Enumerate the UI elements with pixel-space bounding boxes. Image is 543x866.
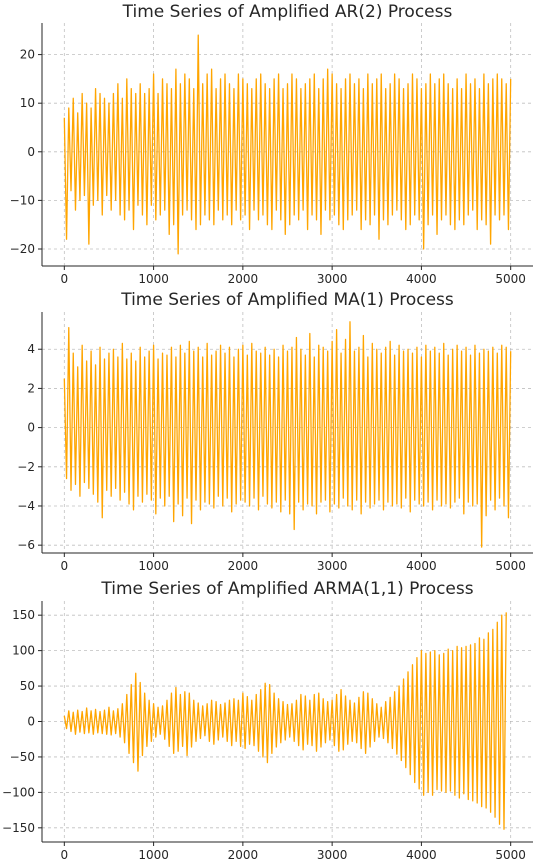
ar2-chart-title: Time Series of Amplified AR(2) Process xyxy=(122,2,453,22)
ma1-y-tick-label-1: −4 xyxy=(17,499,35,513)
ar2-y-tick-label-3: 10 xyxy=(20,96,35,110)
ma1-chart-title: Time Series of Amplified MA(1) Process xyxy=(120,290,454,310)
ar2-y-tick-label-1: −10 xyxy=(10,193,35,207)
ma1-x-tick-label-4: 4000 xyxy=(406,559,437,573)
arma11-y-tick-label-4: 50 xyxy=(20,679,35,693)
arma11-chart-title: Time Series of Amplified ARMA(1,1) Proce… xyxy=(100,579,473,599)
arma11-y-tick-label-2: −50 xyxy=(10,750,35,764)
arma11-x-tick-label-1: 1000 xyxy=(138,848,169,862)
ar2-panel: Time Series of Amplified AR(2) Process 0 1… xyxy=(10,2,533,286)
arma11-x-tick-label-4: 4000 xyxy=(406,848,437,862)
ma1-series-line xyxy=(63,321,512,548)
arma11-y-tick-label-3: 0 xyxy=(27,715,35,729)
ma1-x-tick-label-5: 5000 xyxy=(495,559,526,573)
arma11-y-tick-label-1: −100 xyxy=(2,785,35,799)
arma11-x-tick-label-0: 0 xyxy=(60,848,68,862)
arma11-x-tick-label-3: 3000 xyxy=(317,848,348,862)
arma11-x-tick-label-2: 2000 xyxy=(228,848,259,862)
ar2-y-tick-label-0: −20 xyxy=(10,242,35,256)
ar2-y-tick-label-2: 0 xyxy=(27,145,35,159)
ar2-x-tick-label-0: 0 xyxy=(60,272,68,286)
ma1-y-tick-label-2: −2 xyxy=(17,460,35,474)
arma11-x-tick-label-5: 5000 xyxy=(495,848,526,862)
ma1-y-tick-label-4: 2 xyxy=(27,381,35,395)
arma11-series-line xyxy=(63,612,507,830)
ar2-x-tick-label-3: 3000 xyxy=(317,272,348,286)
ar2-x-tick-label-5: 5000 xyxy=(495,272,526,286)
ma1-y-tick-label-0: −6 xyxy=(17,538,35,552)
ar2-series-line xyxy=(63,34,512,255)
ma1-y-tick-label-5: 4 xyxy=(27,342,35,356)
ma1-x-tick-label-0: 0 xyxy=(60,559,68,573)
ma1-x-tick-label-2: 2000 xyxy=(228,559,259,573)
ma1-y-tick-label-3: 0 xyxy=(27,421,35,435)
ma1-x-tick-label-1: 1000 xyxy=(138,559,169,573)
arma11-panel: Time Series of Amplified ARMA(1,1) Proce… xyxy=(2,579,533,862)
ar2-y-tick-label-4: 20 xyxy=(20,48,35,62)
arma11-y-tick-label-6: 150 xyxy=(12,608,35,622)
ma1-panel: Time Series of Amplified MA(1) Process 0 1… xyxy=(17,290,533,573)
ar2-x-tick-label-2: 2000 xyxy=(228,272,259,286)
ar2-x-tick-label-1: 1000 xyxy=(138,272,169,286)
ar2-x-tick-label-4: 4000 xyxy=(406,272,437,286)
arma11-y-tick-label-0: −150 xyxy=(2,821,35,835)
ma1-x-tick-label-3: 3000 xyxy=(317,559,348,573)
arma11-y-tick-label-5: 100 xyxy=(12,644,35,658)
